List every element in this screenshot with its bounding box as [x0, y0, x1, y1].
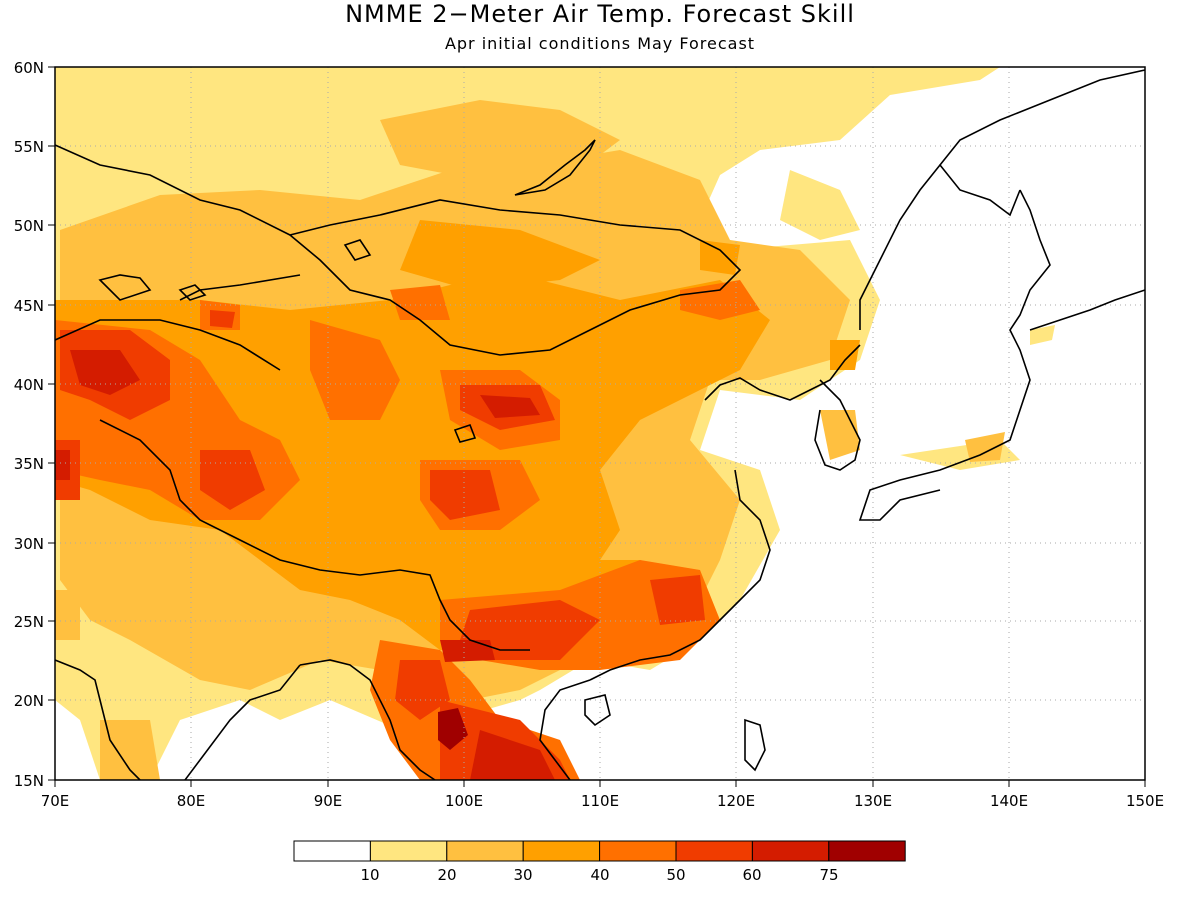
lat-label: 25N [14, 613, 44, 631]
graticule [55, 67, 1145, 780]
coastlines-borders [55, 69, 1145, 780]
skill-band-30-40 [55, 220, 860, 660]
colorbar-swatch [293, 840, 371, 862]
tick-marks [48, 66, 1146, 787]
lat-label: 50N [14, 217, 44, 235]
colorbar-label: 40 [590, 866, 609, 884]
lon-label: 150E [1126, 792, 1164, 810]
colorbar-swatch [446, 840, 524, 862]
colorbar-legend: 10 20 30 40 50 60 75 [293, 840, 906, 884]
map-subtitle: Apr initial conditions May Forecast [444, 34, 756, 53]
colorbar-swatch [751, 840, 830, 862]
colorbar-swatch [828, 840, 906, 862]
lon-label: 80E [177, 792, 206, 810]
colorbar-swatch [522, 840, 601, 862]
colorbar-swatch [369, 840, 448, 862]
lon-label: 120E [717, 792, 755, 810]
skill-band-60-75 [55, 350, 555, 780]
lon-label: 110E [581, 792, 619, 810]
lat-label: 20N [14, 692, 44, 710]
lon-label: 130E [854, 792, 892, 810]
lon-label: 100E [445, 792, 483, 810]
lon-labels: 70E 80E 90E 100E 110E 120E 130E 140E 150… [41, 792, 1164, 810]
lat-label: 45N [14, 297, 44, 315]
lat-label: 30N [14, 535, 44, 553]
colorbar-label: 20 [437, 866, 456, 884]
lat-label: 55N [14, 138, 44, 156]
map-title: NMME 2−Meter Air Temp. Forecast Skill [345, 0, 855, 28]
colorbar-label: 60 [742, 866, 761, 884]
lon-label: 70E [41, 792, 70, 810]
skill-field-layer [55, 67, 1055, 780]
colorbar-swatch [599, 840, 677, 862]
colorbar-swatch [675, 840, 753, 862]
colorbar-label: 75 [819, 866, 838, 884]
colorbar-label: 50 [666, 866, 685, 884]
lon-label: 140E [990, 792, 1028, 810]
skill-band-75-plus [438, 708, 468, 750]
lat-label: 35N [14, 455, 44, 473]
lat-labels: 15N 20N 25N 30N 35N 40N 45N 50N 55N 60N [14, 59, 44, 790]
colorbar-label: 30 [513, 866, 532, 884]
colorbar-label: 10 [360, 866, 379, 884]
lat-label: 15N [14, 772, 44, 790]
lon-label: 90E [314, 792, 343, 810]
lat-label: 40N [14, 376, 44, 394]
lat-label: 60N [14, 59, 44, 77]
